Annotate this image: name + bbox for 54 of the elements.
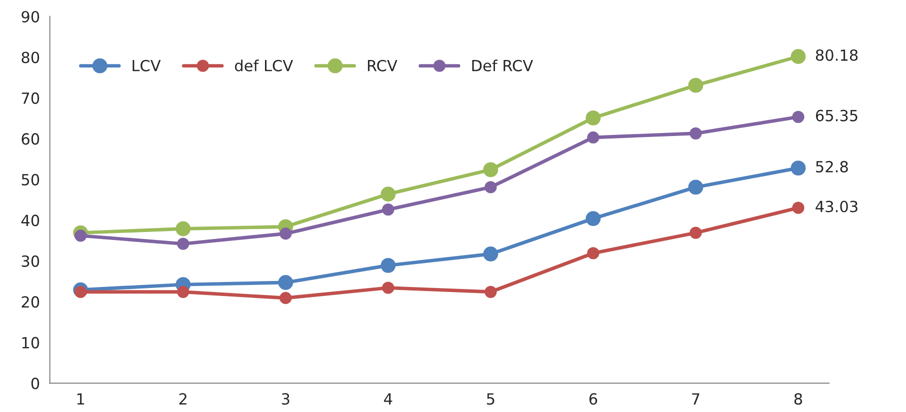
x-tick-label: 3 — [282, 393, 290, 405]
y-tick-label: 10 — [22, 336, 40, 348]
point — [278, 275, 294, 290]
point — [587, 247, 600, 260]
legend-label: Def RCV — [472, 60, 533, 72]
point — [587, 131, 600, 144]
point — [74, 286, 87, 298]
data-label: 52.8 — [816, 160, 848, 172]
data-label: 80.18 — [816, 49, 858, 61]
point — [690, 226, 702, 239]
x-tick-label: 8 — [794, 393, 802, 405]
x-tick-label: 1 — [77, 393, 84, 404]
y-tick-label: 90 — [22, 10, 40, 22]
y-tick-label: 30 — [22, 255, 40, 267]
point — [790, 160, 806, 176]
legend-label: RCV — [368, 60, 398, 72]
x-tick-label: 6 — [589, 393, 598, 405]
data-label: 43.03 — [816, 200, 858, 212]
data-label: 65.35 — [816, 110, 858, 122]
y-tick-label: 70 — [22, 92, 40, 104]
point — [484, 181, 497, 194]
y-tick-label: 80 — [22, 52, 40, 64]
point — [792, 110, 804, 123]
point — [790, 49, 806, 64]
x-tick-label: 7 — [692, 393, 700, 404]
y-tick-label: 50 — [22, 174, 40, 186]
x-tick-label: 2 — [179, 393, 186, 404]
x-tick-label: 4 — [384, 393, 392, 404]
point — [792, 202, 804, 214]
point — [382, 204, 394, 216]
point — [484, 286, 497, 298]
point — [688, 180, 704, 195]
point — [176, 221, 191, 236]
point — [483, 162, 498, 178]
x-tick-label: 5 — [486, 393, 494, 405]
point — [280, 228, 292, 240]
point — [177, 238, 190, 250]
point — [74, 230, 87, 242]
point — [586, 211, 601, 226]
point — [380, 258, 396, 273]
point — [382, 282, 394, 294]
legend-label: def LCV — [235, 60, 293, 72]
point — [690, 127, 702, 140]
legend-label: LCV — [132, 60, 161, 72]
point — [380, 186, 396, 202]
point — [483, 246, 498, 262]
point — [280, 292, 292, 304]
point — [177, 286, 190, 298]
y-tick-label: 40 — [21, 214, 40, 226]
y-tick-label: 0 — [31, 378, 40, 390]
y-tick-label: 20 — [22, 296, 40, 308]
y-tick-label: 60 — [22, 133, 40, 145]
point — [688, 78, 704, 93]
point — [586, 110, 601, 126]
